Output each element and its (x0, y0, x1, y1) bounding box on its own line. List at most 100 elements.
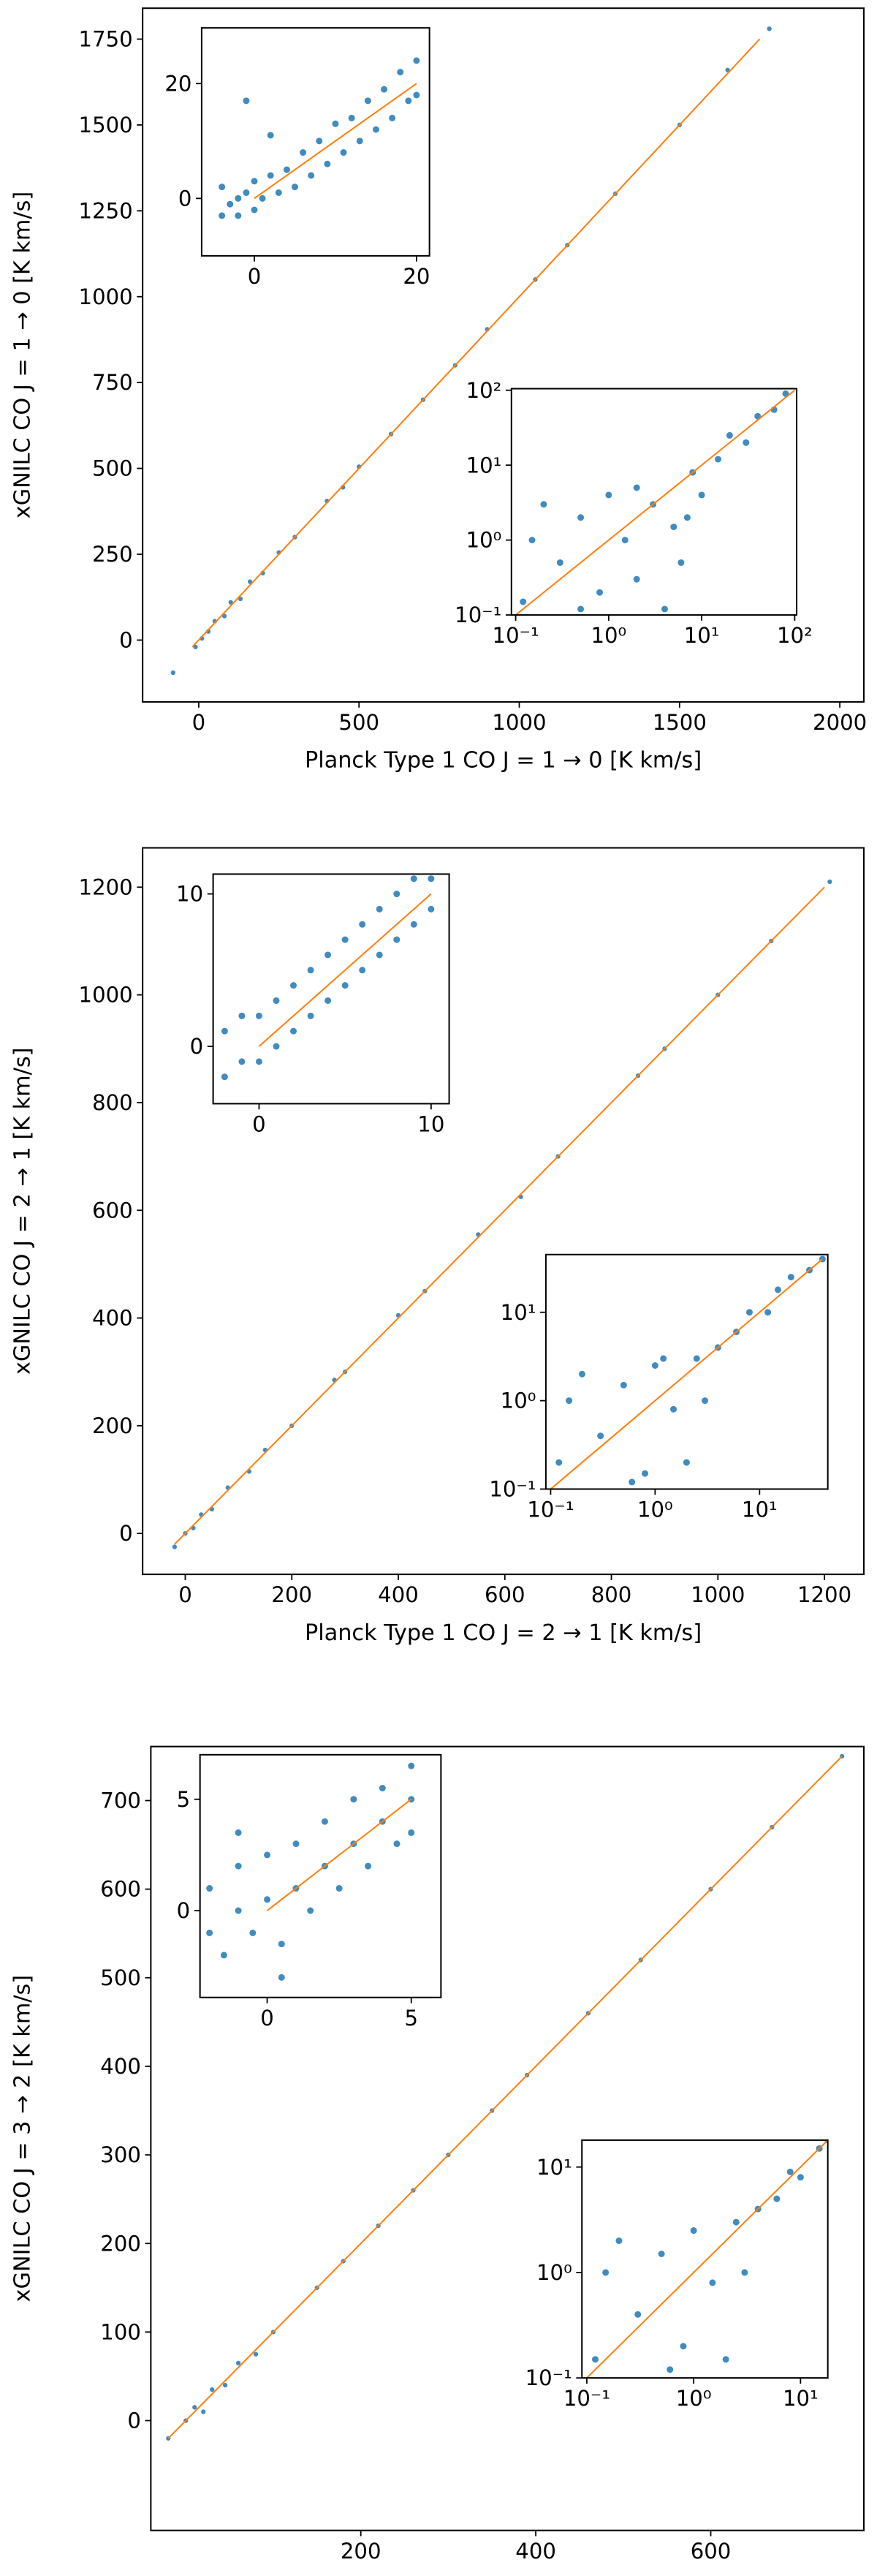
point (797, 2174, 804, 2181)
y-axis-label: xGNILC CO J = 3 → 2 [K km/s] (10, 1975, 35, 2302)
plot: 0 10 0 10 (176, 873, 450, 1137)
point (741, 2269, 748, 2276)
y-tick-label: 10⁻¹ (489, 1477, 536, 1502)
x-tick-label: 800 (591, 1582, 632, 1607)
point (596, 589, 604, 596)
y-tick-label: 1000 (79, 983, 133, 1008)
y-tick-label: 10¹ (501, 1300, 536, 1325)
x-tick-label: 10⁰ (637, 1497, 673, 1522)
x-tick-label: 600 (485, 1582, 525, 1607)
plot: 10⁻¹ 10⁰ 10¹ 10² 10⁻¹ 10⁰ 10¹ 10² (455, 378, 813, 648)
point (428, 875, 435, 883)
x-tick-label: 0 (252, 1112, 266, 1137)
x-tick-label: 10⁰ (676, 2386, 712, 2411)
point (642, 1470, 649, 1477)
plot-area (515, 389, 795, 616)
point (259, 194, 266, 202)
y-tick-label: 10⁻¹ (455, 603, 501, 627)
point (201, 2409, 206, 2414)
point (275, 189, 282, 196)
point (670, 524, 677, 531)
plot-area (172, 879, 832, 1549)
y-tick-label: 10¹ (466, 453, 502, 477)
point (172, 1544, 178, 1549)
point (221, 1073, 228, 1081)
frame (142, 847, 865, 1576)
x-tick-label: 10⁰ (591, 623, 626, 648)
y-tick-label: 1000 (79, 284, 133, 309)
y-tick-label: 0 (119, 1521, 133, 1546)
y-tick-label: 0 (190, 1034, 204, 1059)
point (324, 997, 332, 1004)
x-tick-label: 10⁻¹ (493, 623, 539, 648)
point (273, 997, 280, 1004)
point (292, 1840, 300, 1848)
point (341, 982, 349, 989)
point (577, 514, 585, 521)
plot-area (219, 57, 420, 219)
point (324, 951, 332, 959)
y-tick-label: 10⁻¹ (525, 2365, 572, 2390)
point (745, 1309, 753, 1316)
y-tick-label: 100 (100, 2319, 141, 2344)
plot: 10⁻¹ 10⁰ 10¹ 10⁻¹ 10⁰ 10¹ (525, 2139, 829, 2411)
y-tick-label: 600 (92, 1198, 133, 1223)
plot-area (170, 26, 772, 676)
point (658, 2251, 665, 2257)
point (220, 1952, 227, 1959)
frame (510, 388, 798, 616)
x-tick-label: 20 (403, 264, 430, 289)
plot-area (166, 1753, 845, 2441)
y-tick-label: 0 (127, 2409, 141, 2433)
point (235, 194, 242, 202)
point (690, 2227, 697, 2235)
point (359, 967, 366, 974)
point (661, 605, 668, 613)
point (413, 57, 420, 64)
point (393, 891, 400, 898)
frame (150, 1745, 865, 2531)
point (389, 114, 396, 121)
x-tick-label: 1200 (797, 1582, 851, 1607)
point (428, 905, 435, 913)
point (251, 206, 258, 214)
point (267, 132, 274, 139)
point (192, 2405, 197, 2410)
fit-line (174, 886, 825, 1545)
point (253, 2352, 259, 2357)
point (235, 1862, 242, 1870)
point (308, 172, 315, 179)
point (633, 484, 640, 491)
y-tick-label: 200 (92, 1413, 133, 1438)
point (235, 2360, 241, 2365)
point (405, 97, 412, 105)
x-tick-label: 400 (515, 2539, 556, 2564)
point (743, 439, 750, 446)
point (235, 1907, 242, 1914)
point (413, 91, 420, 99)
y-tick-label: 600 (100, 1877, 141, 1902)
frame (212, 873, 450, 1105)
y-tick-label: 750 (92, 370, 133, 395)
plot: 0 5 0 5 (177, 1753, 442, 2031)
plot-area (221, 875, 435, 1081)
y-axis-label: xGNILC CO J = 1 → 0 [K km/s] (10, 192, 35, 518)
point (540, 501, 547, 508)
point (235, 1829, 242, 1836)
point (528, 537, 536, 544)
point (255, 1058, 262, 1065)
point (732, 2218, 740, 2226)
point (773, 2195, 781, 2202)
point (267, 172, 274, 179)
point (290, 982, 297, 989)
point (307, 1012, 314, 1019)
x-tick-label: 400 (378, 1582, 419, 1607)
point (621, 537, 629, 544)
plot-area (586, 2139, 828, 2379)
x-tick-label: 1500 (653, 710, 707, 735)
plot-area (550, 1255, 826, 1489)
point (219, 212, 226, 219)
point (206, 1929, 213, 1936)
point (620, 1381, 627, 1389)
y-tick-label: 300 (100, 2142, 141, 2167)
